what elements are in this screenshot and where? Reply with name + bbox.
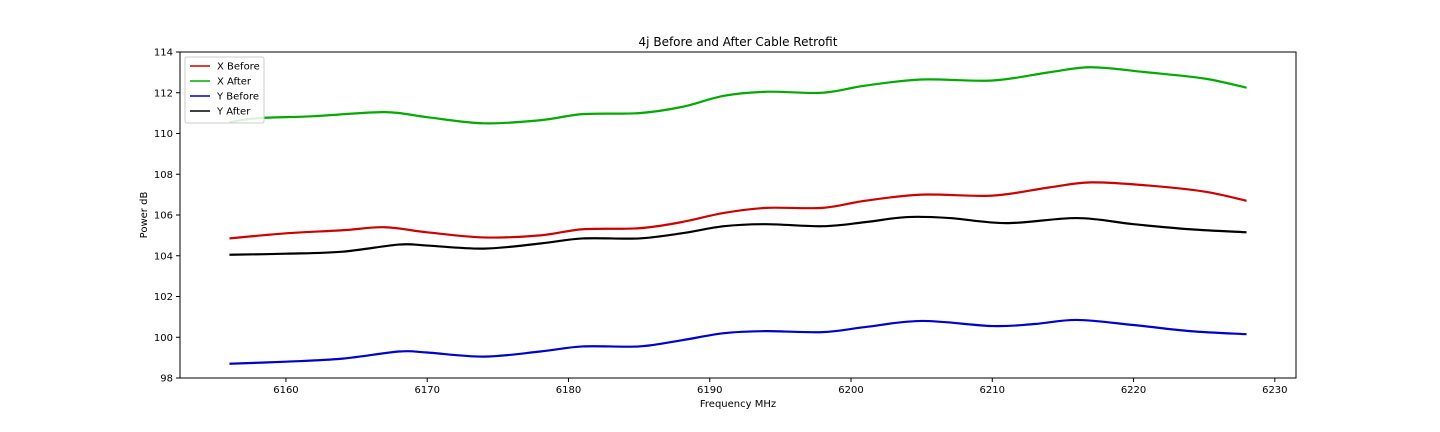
x-tick-label: 6230 [1262, 385, 1287, 396]
legend-label-y-after: Y After [216, 107, 251, 118]
legend-label-y-before: Y Before [216, 92, 259, 103]
x-axis-label: Frequency MHz [700, 399, 776, 410]
legend-label-x-before: X Before [217, 62, 260, 73]
x-tick-label: 6220 [1121, 385, 1146, 396]
chart-title: 4j Before and After Cable Retrofit [639, 35, 838, 49]
series-layer [229, 66, 1247, 365]
series-line-x-after [229, 66, 1247, 125]
x-tick-label: 6210 [980, 385, 1005, 396]
legend: X Before X After Y Before Y After [184, 56, 265, 124]
series-line-y-before [229, 318, 1247, 365]
y-axis-label: Power dB [139, 192, 150, 239]
x-tick-label: 6200 [838, 385, 863, 396]
series-line-y-after [229, 215, 1247, 256]
legend-box [184, 56, 265, 124]
y-tick-label: 98 [160, 374, 173, 385]
y-tick-label: 108 [154, 170, 173, 181]
y-tick-label: 104 [154, 251, 173, 262]
x-tick-label: 6180 [556, 385, 581, 396]
y-tick-label: 114 [154, 48, 173, 59]
y-tick-label: 110 [154, 129, 173, 140]
series-line-x-before [229, 181, 1247, 240]
y-tick-label: 112 [154, 88, 173, 99]
x-tick-label: 6190 [697, 385, 722, 396]
x-tick-label: 6170 [414, 385, 439, 396]
y-tick-label: 106 [154, 211, 173, 222]
y-tick-label: 102 [154, 292, 173, 303]
axes-layer: 6160 6170 6180 6190 6200 6210 6220 6230 98 100 102… [154, 48, 1297, 396]
x-tick-label: 6160 [273, 385, 298, 396]
legend-label-x-after: X After [217, 77, 252, 88]
y-tick-label: 100 [154, 333, 173, 344]
